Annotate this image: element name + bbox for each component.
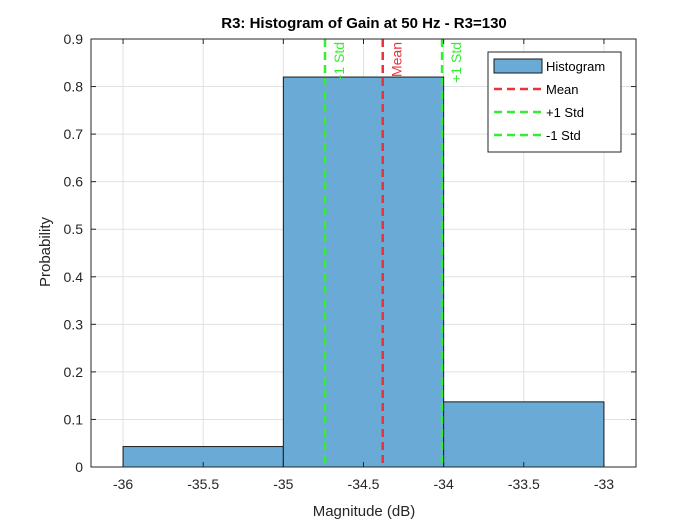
- y-tick-label: 0.7: [64, 126, 84, 142]
- legend-label: -1 Std: [546, 128, 581, 143]
- y-axis-label: Probability: [37, 216, 54, 287]
- legend-label: +1 Std: [546, 105, 584, 120]
- x-tick-label: -35: [273, 476, 293, 492]
- reference-lines: Mean +1 Std -1 Std: [323, 39, 464, 467]
- y-tick-label: 0.1: [64, 411, 84, 427]
- y-tick-label: 0.2: [64, 364, 84, 380]
- x-tick-label: -33: [594, 476, 614, 492]
- vline-label: -1 Std: [331, 42, 347, 79]
- y-tick-label: 0.3: [64, 316, 84, 332]
- histogram-bar: [282, 76, 445, 468]
- x-tick-label: -33.5: [508, 476, 540, 492]
- vline-label: Mean: [389, 42, 405, 77]
- histogram-bar: [443, 401, 605, 468]
- legend: Histogram Mean +1 Std -1 Std: [487, 51, 622, 153]
- legend-label: Mean: [546, 82, 579, 97]
- y-tick-label: 0: [75, 459, 83, 475]
- x-tick-label: -34.5: [348, 476, 380, 492]
- x-tick-label: -34: [434, 476, 454, 492]
- legend-swatch-patch: [493, 58, 543, 74]
- histogram-bars: [122, 76, 605, 468]
- y-tick-label: 0.5: [64, 221, 84, 237]
- y-tick-label: 0.4: [64, 269, 84, 285]
- legend-label: Histogram: [546, 59, 605, 74]
- axis-ticks: -36 -35.5 -35 -34.5 -34 -33.5 -33 0 0.1 0.2 0.3 0.4…: [64, 31, 636, 492]
- y-tick-label: 0.6: [64, 174, 84, 190]
- x-tick-label: -36: [113, 476, 133, 492]
- y-tick-label: 0.8: [64, 79, 84, 95]
- chart-title: R3: Histogram of Gain at 50 Hz - R3=130: [221, 15, 507, 32]
- x-axis-label: Magnitude (dB): [313, 503, 416, 520]
- vline-label: +1 Std: [448, 42, 464, 83]
- x-tick-label: -35.5: [187, 476, 219, 492]
- y-tick-label: 0.9: [64, 31, 84, 47]
